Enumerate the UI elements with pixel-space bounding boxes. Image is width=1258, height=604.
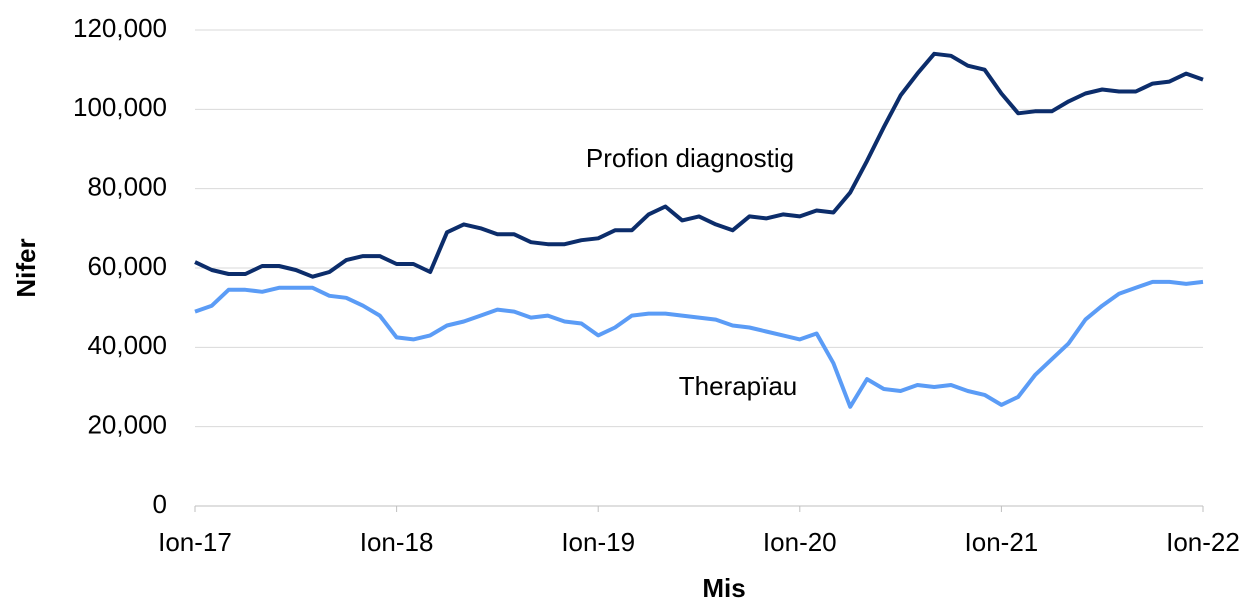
line-series: [194, 51, 1204, 279]
y-tick-label: 60,000: [87, 251, 167, 281]
x-tick-label: Ion-18: [360, 527, 434, 557]
x-tick-label: Ion-20: [763, 527, 837, 557]
x-tick-label: Ion-22: [1166, 527, 1240, 557]
y-tick-label: 80,000: [87, 172, 167, 202]
x-axis-label: Mis: [702, 573, 745, 603]
y-axis-label: Nifer: [11, 238, 41, 297]
x-tick-label: Ion-21: [965, 527, 1039, 557]
line-series: [194, 279, 1204, 409]
y-tick-label: 0: [153, 489, 167, 519]
x-tick-label: Ion-19: [561, 527, 635, 557]
series-label: Profion diagnostig: [586, 143, 794, 173]
series-label: Therapïau: [679, 371, 798, 401]
x-tick-label: Ion-17: [158, 527, 232, 557]
y-tick-label: 40,000: [87, 330, 167, 360]
y-tick-label: 100,000: [73, 92, 167, 122]
y-tick-label: 20,000: [87, 410, 167, 440]
y-tick-label: 120,000: [73, 13, 167, 43]
